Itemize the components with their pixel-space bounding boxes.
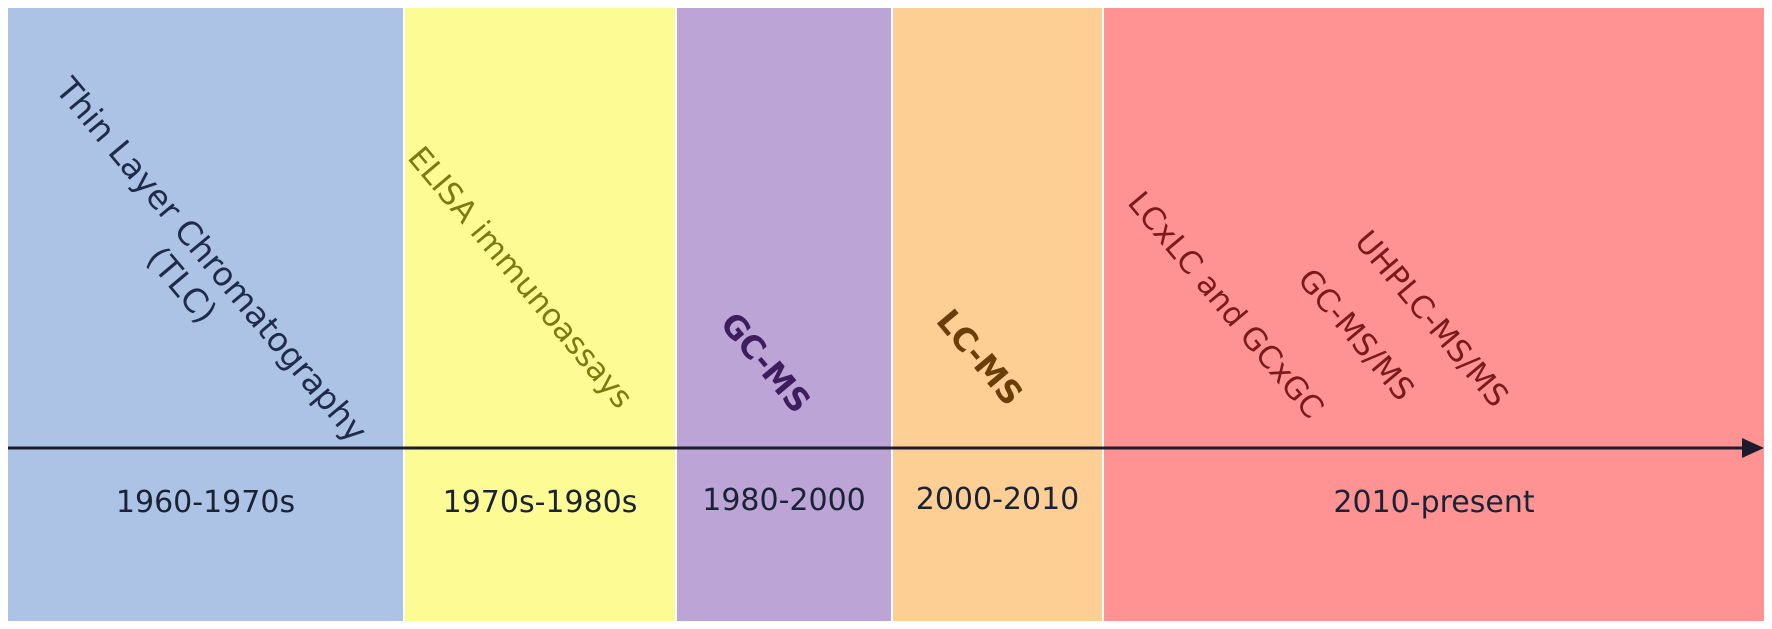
era-panel-2000-2010	[893, 8, 1102, 621]
period-label-1980-2000: 1980-2000	[702, 483, 866, 518]
period-label-2000-2010: 2000-2010	[915, 482, 1080, 517]
period-label-2010-present: 2010-present	[1333, 485, 1535, 520]
era-panel-1970s-1980s	[405, 8, 675, 621]
era-panel-1980-2000	[677, 8, 891, 621]
period-label-1970s-1980s: 1970s-1980s	[442, 485, 638, 520]
period-label-1960-1970s: 1960-1970s	[115, 485, 296, 520]
era-panel-1960-1970s	[8, 8, 403, 621]
era-panel-2010-present	[1104, 8, 1764, 621]
